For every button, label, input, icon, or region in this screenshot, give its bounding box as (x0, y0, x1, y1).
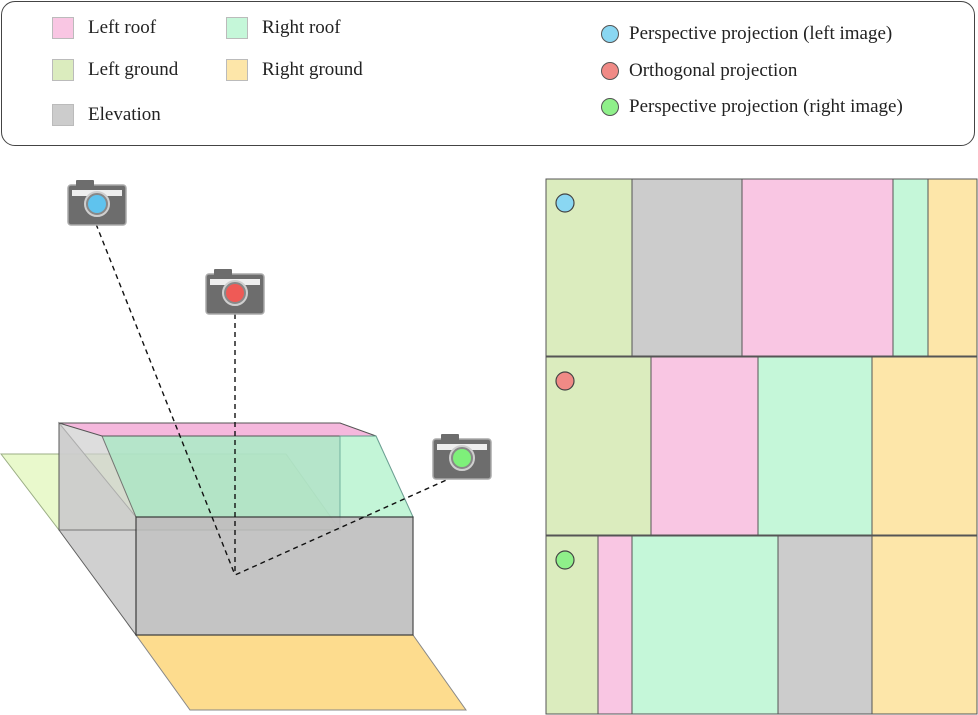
strip-segment-left-roof (597, 535, 633, 715)
legend-label: Perspective projection (left image) (629, 23, 893, 44)
strip-segment-left-ground (545, 178, 633, 357)
left-roof-face (58, 422, 377, 437)
legend-label: Elevation (88, 104, 161, 125)
legend-item-left-roof: Left roof (52, 17, 156, 39)
legend-label: Left ground (88, 59, 179, 80)
strip-segment-right-ground (871, 535, 978, 715)
legend-label: Perspective projection (right image) (629, 96, 903, 117)
strip-segment-elevation (631, 178, 743, 357)
strip-segment-right-roof (757, 356, 873, 536)
legend-label: Right roof (262, 17, 341, 38)
left-roof-swatch (52, 17, 74, 39)
blue-dot-icon (601, 25, 619, 43)
camera-right-icon (432, 434, 492, 480)
strip-segment-left-roof (741, 178, 894, 357)
camera-left-icon (67, 180, 127, 226)
elevation-swatch (52, 104, 74, 126)
right-roof-swatch (226, 17, 248, 39)
legend-item-perspective-left: Perspective projection (left image) (601, 23, 892, 45)
legend-item-right-ground: Right ground (226, 59, 363, 81)
strip-segment-left-ground (545, 535, 599, 715)
right-camera-ray (234, 472, 463, 576)
right-ground-plane (135, 634, 467, 711)
green-dot-icon (601, 98, 619, 116)
legend-item-elevation: Elevation (52, 104, 161, 126)
right-side-face (339, 435, 414, 518)
strip-segment-right-roof (631, 535, 779, 715)
legend-label: Right ground (262, 59, 363, 80)
strip-segment-right-ground (871, 356, 978, 536)
strip-segment-right-roof (892, 178, 929, 357)
legend-label: Left roof (88, 17, 157, 38)
strip-marker-icon (555, 550, 575, 570)
legend-label: Orthogonal projection (629, 60, 798, 81)
strip-segment-elevation (777, 535, 873, 715)
strips-group (545, 178, 978, 715)
camera-ortho-icon (205, 269, 265, 315)
legend-item-perspective-right: Perspective projection (right image) (601, 96, 903, 118)
left-ground-swatch (52, 59, 74, 81)
strip-marker-icon (555, 371, 575, 391)
strip-marker-icon (555, 193, 575, 213)
legend-item-left-ground: Left ground (52, 59, 178, 81)
legend-item-orthogonal: Orthogonal projection (601, 60, 797, 82)
scene-diagram (0, 180, 492, 711)
strip-segment-left-roof (650, 356, 759, 536)
camera-lens (453, 449, 471, 467)
camera-lens (88, 195, 106, 213)
legend-box: Left roof Right roof Left ground Right g… (1, 1, 975, 146)
red-dot-icon (601, 62, 619, 80)
legend-item-right-roof: Right roof (226, 17, 341, 39)
strip-segment-right-ground (927, 178, 978, 357)
right-ground-swatch (226, 59, 248, 81)
strip-segment-left-ground (545, 356, 652, 536)
camera-lens (226, 284, 244, 302)
front-elevation-face (135, 516, 414, 636)
